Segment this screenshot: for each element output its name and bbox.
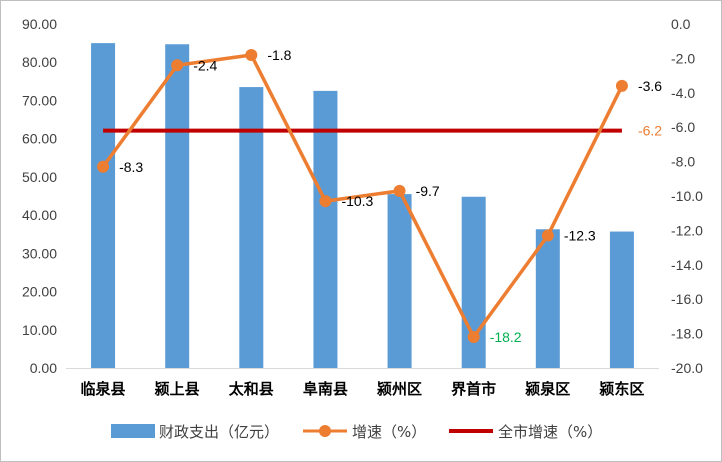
- bar-series: [91, 43, 634, 369]
- bar: [387, 194, 412, 368]
- growth-data-label: -18.2: [490, 329, 522, 345]
- legend: 财政支出（亿元） 增速（%） 全市增速（%）: [111, 423, 602, 441]
- growth-marker: [245, 48, 258, 61]
- left-axis-tick-label: 40.00: [22, 207, 57, 223]
- data-labels: -8.3 -2.4 -1.8 -10.3 -9.7 -18.2 -12.3 -3.6 -6.2: [119, 47, 662, 345]
- category-label: 颍泉区: [524, 380, 570, 398]
- growth-data-label: -10.3: [341, 193, 373, 209]
- right-axis: -20.0 -18.0 -16.0 -14.0 -12.0 -10.0 -8.0 -6.0 -4…: [671, 16, 703, 376]
- right-axis-tick-label: -10.0: [671, 188, 703, 204]
- left-axis-tick-label: 50.00: [22, 169, 57, 185]
- right-axis-tick-label: -18.0: [671, 326, 703, 342]
- left-axis-tick-label: 60.00: [22, 131, 57, 147]
- right-axis-tick-label: -14.0: [671, 257, 703, 273]
- category-label: 颍州区: [376, 380, 422, 398]
- left-axis-tick-label: 70.00: [22, 92, 57, 108]
- bar: [609, 231, 634, 368]
- bar: [239, 87, 264, 369]
- legend-label-bar: 财政支出（亿元）: [159, 423, 279, 441]
- left-axis-tick-label: 80.00: [22, 54, 57, 70]
- growth-marker: [467, 331, 480, 344]
- bar: [313, 90, 338, 368]
- growth-data-label: -9.7: [416, 183, 440, 199]
- growth-data-label: -1.8: [267, 47, 291, 63]
- bar: [535, 229, 560, 368]
- right-axis-tick-label: -8.0: [671, 154, 695, 170]
- right-axis-tick-label: -2.0: [671, 50, 695, 66]
- legend-swatch-growth-marker: [319, 425, 331, 437]
- right-axis-tick-label: 0.0: [671, 16, 691, 32]
- left-axis-tick-label: 30.00: [22, 245, 57, 261]
- category-label: 颍东区: [598, 380, 644, 398]
- bar: [91, 43, 116, 368]
- growth-marker: [393, 184, 406, 197]
- legend-label-growth: 增速（%）: [352, 423, 426, 441]
- city-growth-data-label: -6.2: [638, 123, 662, 139]
- left-axis-tick-label: 10.00: [22, 322, 57, 338]
- growth-marker: [615, 79, 628, 92]
- left-axis-tick-label: 20.00: [22, 284, 57, 300]
- left-axis-tick-label: 90.00: [22, 16, 57, 32]
- category-label: 颍上县: [154, 380, 200, 398]
- category-label: 临泉县: [81, 380, 126, 398]
- growth-data-label: -8.3: [119, 159, 143, 175]
- growth-data-label: -2.4: [193, 57, 217, 73]
- legend-label-city: 全市增速（%）: [498, 423, 602, 441]
- growth-marker: [97, 160, 110, 173]
- left-axis: 0.00 10.00 20.00 30.00 40.00 50.00 60.00 70.00 8…: [22, 16, 57, 376]
- bar: [165, 44, 190, 368]
- right-axis-tick-label: -20.0: [671, 360, 703, 376]
- legend-swatch-bar: [111, 424, 155, 438]
- right-axis-tick-label: -12.0: [671, 222, 703, 238]
- growth-data-label: -12.3: [564, 228, 596, 244]
- left-axis-tick-label: 0.00: [30, 360, 57, 376]
- right-axis-tick-label: -4.0: [671, 85, 695, 101]
- category-label: 阜南县: [303, 380, 348, 398]
- growth-line-series: [97, 48, 628, 344]
- category-label: 界首市: [451, 380, 496, 398]
- growth-marker: [319, 195, 332, 208]
- growth-data-label: -3.6: [638, 78, 662, 94]
- category-axis: 临泉县 颍上县 太和县 阜南县 颍州区 界首市 颍泉区 颍东区: [66, 368, 659, 398]
- right-axis-tick-label: -6.0: [671, 119, 695, 135]
- category-label: 太和县: [229, 380, 274, 398]
- growth-marker: [541, 229, 554, 242]
- right-axis-tick-label: -16.0: [671, 291, 703, 307]
- growth-marker: [171, 59, 184, 72]
- growth-line: [101, 53, 624, 339]
